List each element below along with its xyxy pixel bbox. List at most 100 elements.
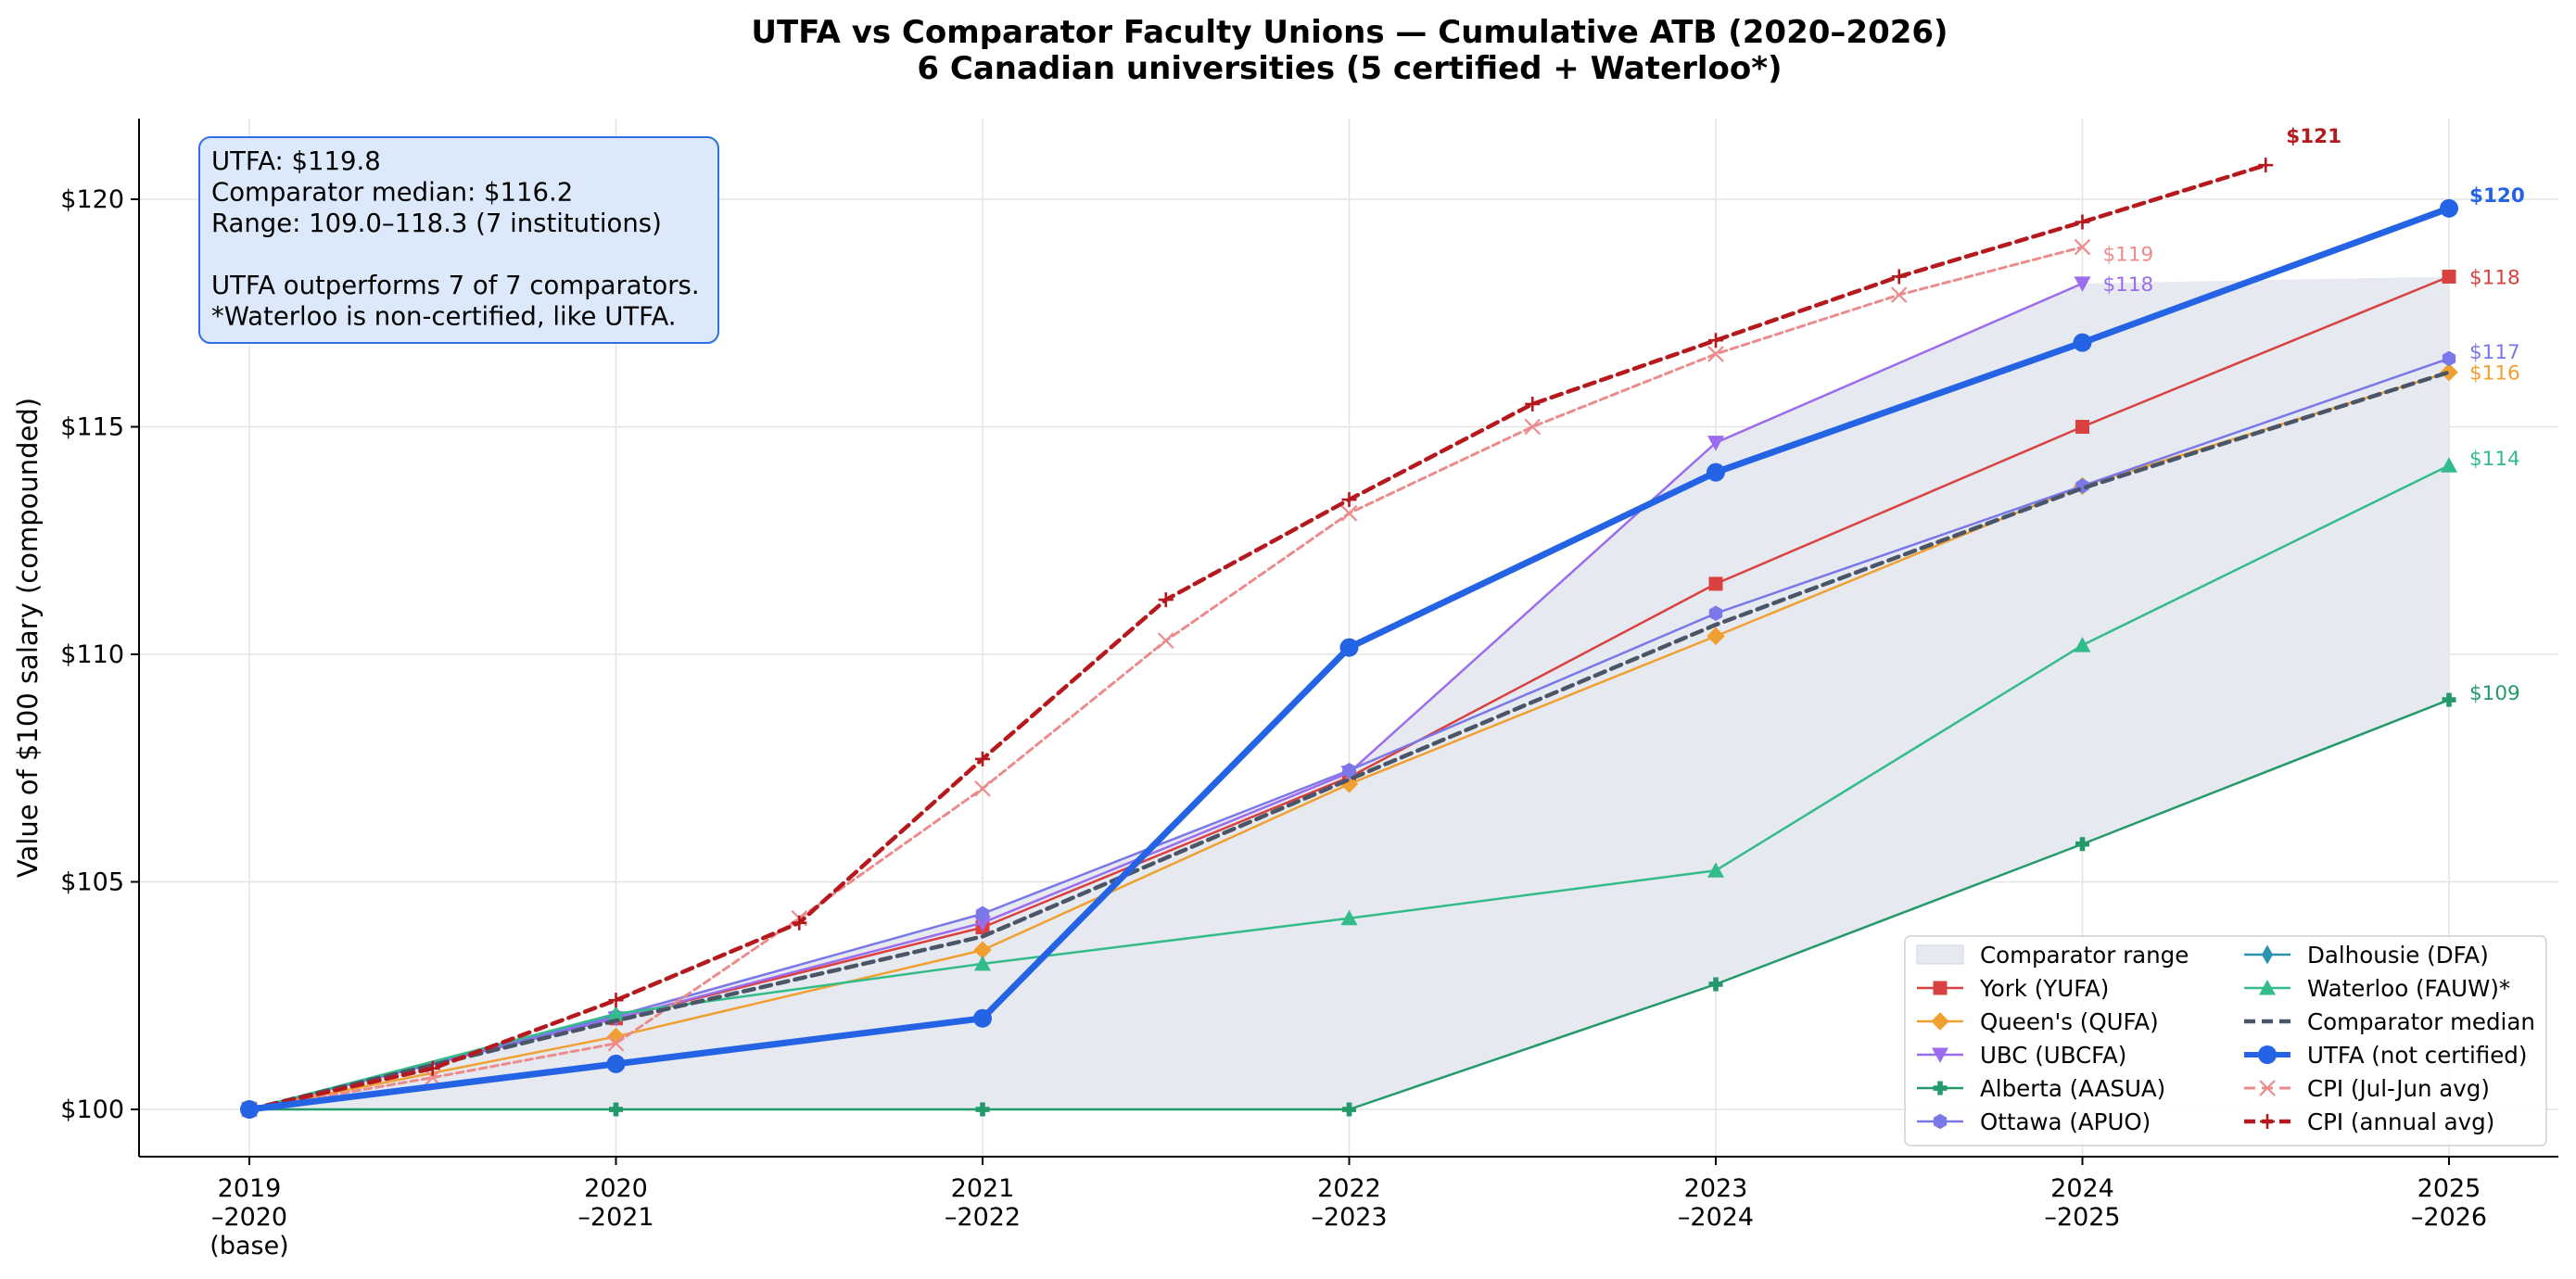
data-point-cpi-annual-avg xyxy=(1158,592,1174,608)
data-point-utfa-not-certified xyxy=(1707,462,1725,482)
data-point-alberta-aasua xyxy=(609,1102,623,1117)
x-tick-label-line: 2025 xyxy=(2417,1174,2481,1203)
data-point-waterloo-fauw xyxy=(2074,637,2091,652)
data-point-alberta-aasua xyxy=(1708,977,1723,992)
x-tick-label-line: (base) xyxy=(209,1232,288,1260)
x-tick-label: 2021 –2022 xyxy=(945,1174,1021,1232)
legend-entry-waterloo-fauw: Waterloo (FAUW)* xyxy=(2244,975,2510,1002)
series-line-cpi-annual-avg xyxy=(247,162,2268,1112)
legend-label: Waterloo (FAUW)* xyxy=(2307,975,2510,1002)
data-point-ottawa-apuo xyxy=(2442,350,2456,367)
x-tick-label-line: –2020 xyxy=(211,1203,287,1232)
end-label-ubc-ubcfa: $118 xyxy=(2103,273,2154,297)
legend-entry-dalhousie-dfa: Dalhousie (DFA) xyxy=(2244,942,2489,969)
data-point-cpi-annual-avg xyxy=(2075,214,2090,230)
data-point-cpi-annual-avg xyxy=(2258,158,2274,173)
x-tick-label-line: –2022 xyxy=(945,1203,1021,1232)
data-point-cpi-annual-avg xyxy=(1891,269,1907,285)
y-tick-label: $100 xyxy=(60,1095,124,1124)
series-comparator-median xyxy=(247,370,2452,1112)
data-point-alberta-aasua xyxy=(975,1102,990,1117)
annotation-line: Range: 109.0–118.3 (7 institutions) xyxy=(211,209,662,238)
data-point-utfa-not-certified xyxy=(2073,333,2092,352)
data-point-cpi-jul-jun-avg xyxy=(1890,286,1908,303)
series-line-comparator-median xyxy=(247,370,2452,1112)
data-point-cpi-annual-avg xyxy=(608,993,624,1008)
data-point-ubc-ubcfa xyxy=(2074,276,2091,292)
data-point-cpi-annual-avg xyxy=(975,751,990,766)
data-point-cpi-jul-jun-avg xyxy=(974,780,991,797)
x-tick-label-line: –2026 xyxy=(2411,1203,2487,1232)
comparator-range-area xyxy=(249,276,2449,1110)
legend-entry-ubc-ubcfa: UBC (UBCFA) xyxy=(1917,1042,2126,1069)
data-point-york-yufa xyxy=(2442,269,2456,284)
y-tick-label: $115 xyxy=(60,413,124,442)
data-point-waterloo-fauw xyxy=(607,1005,625,1021)
data-point-cpi-annual-avg xyxy=(1341,492,1357,508)
x-tick-label-line: –2023 xyxy=(1311,1203,1387,1232)
legend-swatch-marker xyxy=(2262,944,2273,965)
legend-label: Comparator range xyxy=(1980,942,2189,969)
legend-swatch-marker xyxy=(2260,1114,2275,1129)
summary-annotation-box: UTFA: $119.8 Comparator median: $116.2 Ran… xyxy=(198,136,719,344)
y-axis-label: Value of $100 salary (compounded) xyxy=(12,398,44,878)
data-point-queen-s-qufa xyxy=(2440,362,2458,382)
data-point-utfa-not-certified xyxy=(606,1054,626,1073)
legend-label: UTFA (not certified) xyxy=(2307,1042,2527,1069)
data-point-ubc-ubcfa xyxy=(974,916,991,931)
series-cpi-annual-avg xyxy=(242,158,2274,1117)
legend-box xyxy=(1904,935,2547,1146)
x-tick-label-line: 2022 xyxy=(1317,1174,1381,1203)
data-point-cpi-jul-jun-avg xyxy=(424,1069,441,1086)
x-tick-label-line: –2025 xyxy=(2044,1203,2120,1232)
x-tick-label-line: –2021 xyxy=(577,1203,654,1232)
legend-swatch-marker xyxy=(2259,1080,2276,1096)
legend-entry-comparator-range: Comparator range xyxy=(1916,942,2189,969)
legend-swatch-marker xyxy=(1933,981,1948,995)
legend-swatch-marker xyxy=(2259,980,2276,995)
x-tick-label-line: 2024 xyxy=(2050,1174,2114,1203)
legend-label: Ottawa (APUO) xyxy=(1980,1108,2151,1135)
data-point-ottawa-apuo xyxy=(1708,605,1723,622)
data-point-waterloo-fauw xyxy=(1707,862,1724,878)
x-tick-label-line: 2019 xyxy=(218,1174,282,1203)
legend-entry-ottawa-apuo: Ottawa (APUO) xyxy=(1917,1108,2151,1135)
legend-label: UBC (UBCFA) xyxy=(1980,1042,2126,1069)
legend-entry-cpi-jul-jun-avg: CPI (Jul-Jun avg) xyxy=(2244,1075,2490,1102)
legend-entry-york-yufa: York (YUFA) xyxy=(1917,975,2109,1002)
data-point-waterloo-fauw xyxy=(2441,457,2457,473)
data-point-ubc-ubcfa xyxy=(1707,436,1724,451)
end-labels: $118 $116 $118 $109 $117 $114 $120 $119 $121 xyxy=(2103,125,2525,705)
data-point-utfa-not-certified xyxy=(240,1100,259,1119)
data-point-york-yufa xyxy=(2075,420,2089,434)
x-tick-label: 2022 –2023 xyxy=(1311,1174,1387,1232)
legend-entry-utfa-not-certified: UTFA (not certified) xyxy=(2244,1042,2527,1069)
end-label-utfa-not-certified: $120 xyxy=(2469,184,2525,208)
data-point-cpi-annual-avg xyxy=(1708,333,1723,348)
legend-label: Alberta (AASUA) xyxy=(1980,1075,2165,1102)
y-tick-label: $110 xyxy=(60,640,124,669)
data-point-utfa-not-certified xyxy=(1339,638,1359,657)
comparator-range-band xyxy=(249,276,2449,1110)
legend-swatch-marker xyxy=(1931,1012,1949,1031)
legend-entry-cpi-annual-avg: CPI (annual avg) xyxy=(2244,1108,2494,1135)
legend: Comparator range York (YUFA) Queen's (QUFA… xyxy=(1904,935,2547,1146)
x-tick-label: 2025 –2026 xyxy=(2411,1174,2487,1232)
data-point-cpi-annual-avg xyxy=(425,1060,440,1076)
data-point-alberta-aasua xyxy=(2442,692,2456,707)
y-tick-label: $105 xyxy=(60,868,124,897)
legend-swatch-marker xyxy=(1933,1113,1948,1130)
annotation-text: UTFA: $119.8 Comparator median: $116.2 Ran… xyxy=(211,146,700,332)
legend-swatch xyxy=(1916,944,1964,965)
series-utfa-not-certified xyxy=(240,198,2458,1119)
data-point-waterloo-fauw xyxy=(1340,909,1358,926)
chart-title: UTFA vs Comparator Faculty Unions — Cumu… xyxy=(751,14,1948,51)
annotation-line: UTFA: $119.8 xyxy=(211,146,381,176)
legend-label: Dalhousie (DFA) xyxy=(2307,942,2489,969)
end-label-cpi-jul-jun-avg: $119 xyxy=(2103,244,2154,267)
annotation-line: Comparator median: $116.2 xyxy=(211,178,573,208)
end-label-york-yufa: $118 xyxy=(2469,266,2520,289)
data-point-queen-s-qufa xyxy=(973,941,992,959)
